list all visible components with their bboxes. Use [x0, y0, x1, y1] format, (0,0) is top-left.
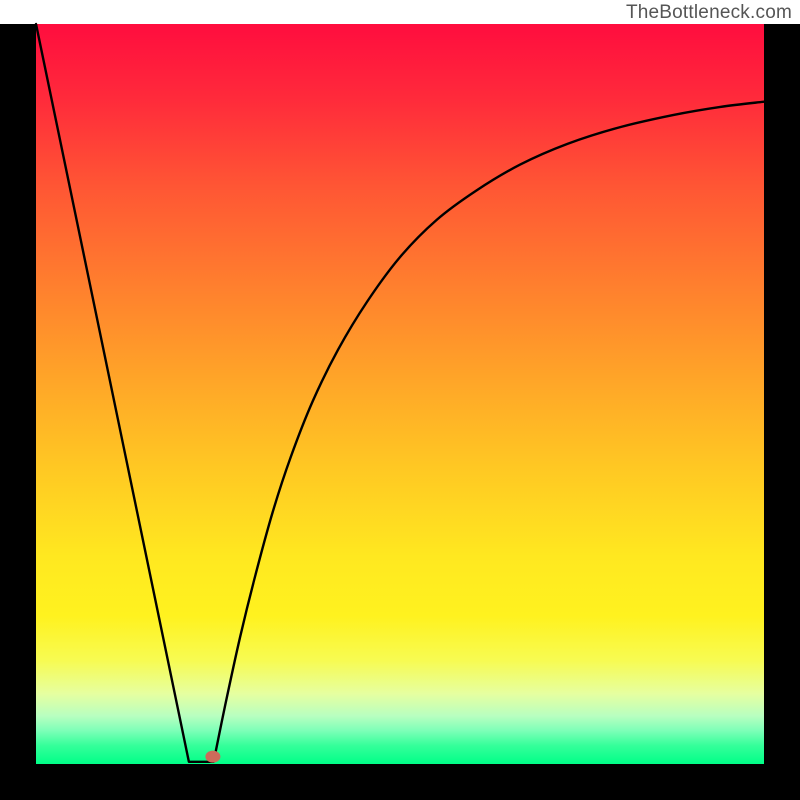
border-right	[764, 24, 800, 800]
border-left	[0, 24, 36, 800]
plot-group	[0, 0, 800, 800]
watermark-text: TheBottleneck.com	[626, 2, 792, 24]
border-bottom	[0, 764, 800, 800]
gradient-background	[36, 24, 764, 764]
chart-svg	[0, 0, 800, 800]
min-marker	[205, 751, 220, 763]
bottleneck-chart: TheBottleneck.com	[0, 0, 800, 800]
